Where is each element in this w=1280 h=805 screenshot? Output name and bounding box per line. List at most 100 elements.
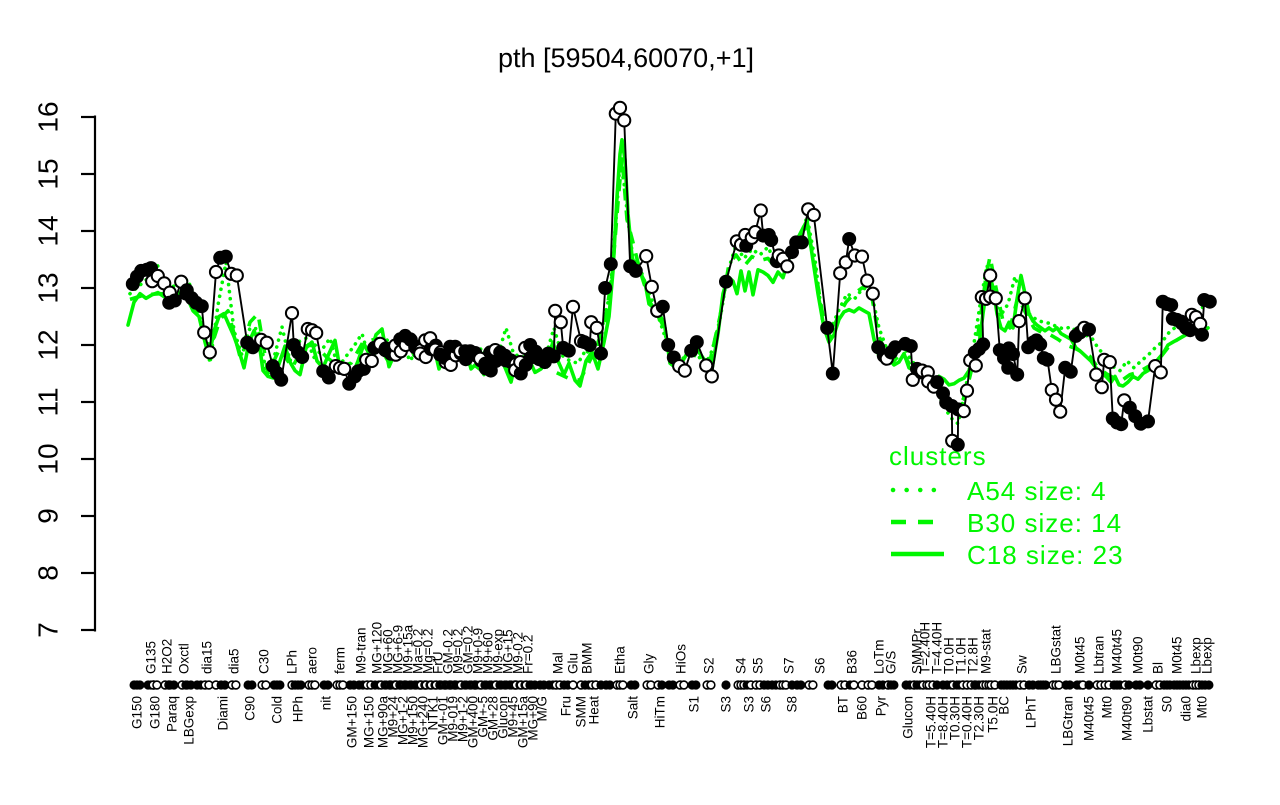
svg-text:M9-stat: M9-stat [979,629,994,674]
svg-text:Mt0: Mt0 [1195,696,1210,719]
svg-text:M9+0-9: M9+0-9 [471,628,486,674]
svg-text:MG+120: MG+120 [370,622,385,674]
svg-text:Cold: Cold [270,696,285,724]
svg-text:MG+1-2: MG+1-2 [396,696,411,745]
svg-text:S6: S6 [759,696,774,713]
svg-text:T0.30H: T0.30H [948,696,963,740]
svg-text:SMMPr: SMMPr [910,629,925,675]
svg-text:T5.0H: T5.0H [986,696,1001,733]
svg-text:M9-tran: M9-tran [354,627,369,674]
svg-text:GM+28: GM+28 [486,696,501,741]
svg-text:Glucon: Glucon [901,696,916,739]
svg-text:GM-0.2: GM-0.2 [441,629,456,674]
svg-text:Mt0: Mt0 [1100,696,1115,719]
svg-text:MG+60: MG+60 [381,629,396,674]
svg-text:S2: S2 [702,657,717,674]
svg-text:B60: B60 [855,696,870,720]
svg-text:8: 8 [33,565,64,581]
svg-text:S4: S4 [734,657,749,674]
svg-text:BMM: BMM [580,643,595,675]
svg-text:Lbexp: Lbexp [1189,637,1204,674]
svg-text:GM+-01: GM+-01 [436,696,451,745]
svg-text:9: 9 [33,508,64,524]
svg-text:G180: G180 [148,696,163,729]
svg-text:M9+1-2: M9+1-2 [456,696,471,742]
svg-text:M9+24: M9+24 [386,696,401,738]
svg-text:Fr=0.2: Fr=0.2 [521,635,536,674]
svg-text:Glu: Glu [566,653,581,674]
svg-text:M40t45: M40t45 [1110,629,1125,674]
svg-text:Lbstat: Lbstat [1141,696,1156,733]
svg-text:C30: C30 [257,649,272,674]
svg-text:M9-019: M9-019 [446,696,461,742]
svg-text:MG+240: MG+240 [416,696,431,748]
svg-text:MG+150: MG+150 [362,696,377,748]
svg-text:H2O2: H2O2 [160,639,175,674]
svg-text:BC: BC [997,696,1012,715]
svg-text:11: 11 [33,387,64,416]
svg-text:Lbexp: Lbexp [1200,637,1215,674]
svg-text:M40t45: M40t45 [1082,696,1097,741]
svg-text:NTK1: NTK1 [426,696,441,731]
svg-text:T=2.40H: T=2.40H [918,622,933,674]
svg-text:G/S: G/S [884,651,899,674]
svg-text:Sw: Sw [1015,655,1030,674]
svg-text:T=0.40H: T=0.40H [960,696,975,748]
svg-text:S7: S7 [782,657,797,674]
svg-text:M/G: M/G [535,696,550,722]
svg-text:Mg=0.2: Mg=0.2 [421,629,436,674]
svg-text:7: 7 [33,622,64,638]
svg-text:FrU: FrU [431,652,446,675]
svg-text:LBGtran: LBGtran [1061,696,1076,746]
svg-text:M9=0.2: M9=0.2 [451,629,466,674]
svg-text:M9+150: M9+150 [406,696,421,745]
svg-text:16: 16 [33,101,64,132]
svg-text:HiOs: HiOs [674,644,689,674]
svg-text:Oxctl: Oxctl [177,643,192,674]
svg-text:T2.30H: T2.30H [972,696,987,740]
svg-text:pth [59504,60070,+1]: pth [59504,60070,+1] [498,43,754,73]
svg-text:clusters: clusters [889,441,987,471]
svg-text:C18 size: 23: C18 size: 23 [967,540,1124,570]
svg-text:MG+15: MG+15 [501,629,516,674]
svg-text:M9-exp: M9-exp [491,629,506,674]
svg-text:12: 12 [33,329,64,360]
svg-text:A54 size: 4: A54 size: 4 [967,476,1107,506]
svg-text:T=4.40H: T=4.40H [930,622,945,674]
svg-text:15: 15 [33,158,64,189]
svg-text:SMM: SMM [574,696,589,728]
svg-text:Salt: Salt [626,696,641,720]
svg-text:B36: B36 [845,650,860,674]
svg-text:C90: C90 [243,696,258,721]
svg-text:Paraq: Paraq [165,696,180,732]
svg-text:T1.0H: T1.0H [954,637,969,674]
svg-text:LBGexp: LBGexp [182,696,197,745]
svg-text:G135: G135 [144,641,159,674]
svg-text:T2.8H: T2.8H [966,637,981,674]
svg-text:T0.0H: T0.0H [942,637,957,674]
svg-text:ferm: ferm [333,647,348,674]
svg-text:S3: S3 [719,696,734,713]
svg-text:MG+90a: MG+90a [376,696,391,749]
svg-text:HPh: HPh [291,696,306,722]
svg-text:aero: aero [305,647,320,674]
svg-text:M0t45: M0t45 [1170,636,1185,674]
svg-text:M9-0.2: M9-0.2 [511,632,526,674]
svg-text:dia15: dia15 [200,641,215,674]
svg-text:MG+90: MG+90 [526,696,541,741]
svg-text:Bl: Bl [1151,662,1166,674]
svg-text:Heat: Heat [587,696,602,725]
svg-text:13: 13 [33,272,64,303]
svg-text:Etha: Etha [613,646,628,674]
svg-text:Diami: Diami [216,696,231,731]
svg-text:Glucon: Glucon [496,696,511,739]
svg-text:GM=0.2: GM=0.2 [461,626,476,674]
svg-text:HiTm: HiTm [653,696,668,728]
svg-text:LPhT: LPhT [1024,696,1039,728]
svg-text:S5: S5 [751,657,766,674]
svg-text:LoTm: LoTm [872,639,887,674]
svg-text:T=5.40H: T=5.40H [924,696,939,748]
svg-text:LBGstat: LBGstat [1049,625,1064,674]
svg-text:Gly: Gly [642,654,657,675]
svg-text:nit: nit [319,696,334,711]
